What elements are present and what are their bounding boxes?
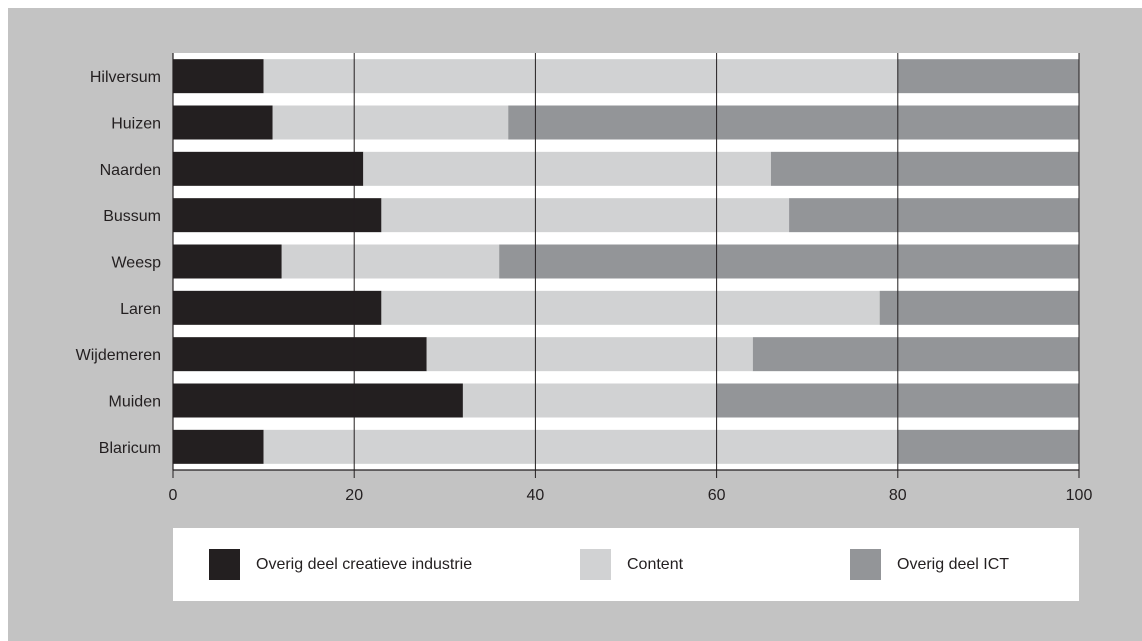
bar-weesp-series-0 <box>173 244 282 279</box>
x-tick-label: 0 <box>169 487 178 504</box>
bar-muiden-series-1 <box>462 383 717 418</box>
legend-item-content: Content <box>580 528 683 601</box>
bar-wijdemeren-series-0 <box>173 337 427 372</box>
y-tick-label: Weesp <box>111 255 161 272</box>
legend-item-overig-creatieve-industrie: Overig deel creatieve industrie <box>209 528 472 601</box>
y-tick-label: Hilversum <box>90 69 161 86</box>
legend-item-overig-ict: Overig deel ICT <box>850 528 1009 601</box>
y-tick-label: Bussum <box>103 208 161 225</box>
legend-label: Content <box>627 555 684 573</box>
y-tick-label: Huizen <box>111 116 161 133</box>
bar-bussum-series-2 <box>789 198 1079 233</box>
bar-hilversum-series-0 <box>173 59 264 94</box>
chart-legend: Overig deel creatieve industrie Content … <box>173 528 1079 601</box>
legend-label: Overig deel ICT <box>897 555 1010 573</box>
x-tick-label: 40 <box>527 487 545 504</box>
bar-blaricum-series-0 <box>173 429 264 464</box>
x-tick-label: 20 <box>345 487 363 504</box>
bar-bussum-series-0 <box>173 198 382 233</box>
bar-huizen-series-2 <box>508 105 1080 140</box>
bar-huizen-series-1 <box>272 105 509 140</box>
y-tick-label: Muiden <box>109 394 161 411</box>
bar-wijdemeren-series-2 <box>752 337 1079 372</box>
bar-huizen-series-0 <box>173 105 273 140</box>
x-tick-label: 60 <box>708 487 726 504</box>
legend-swatch <box>580 549 611 580</box>
y-tick-label: Wijdemeren <box>76 347 161 364</box>
bar-blaricum-series-1 <box>263 429 898 464</box>
y-tick-label: Laren <box>120 301 161 318</box>
bar-blaricum-series-2 <box>897 429 1079 464</box>
y-tick-label: Naarden <box>100 162 161 179</box>
x-tick-label: 100 <box>1066 487 1093 504</box>
bar-wijdemeren-series-1 <box>426 337 753 372</box>
y-tick-label: Blaricum <box>99 440 161 457</box>
bar-laren-series-1 <box>381 290 880 325</box>
bar-weesp-series-1 <box>281 244 500 279</box>
bar-naarden-series-1 <box>363 151 771 186</box>
x-tick-label: 80 <box>889 487 907 504</box>
bar-naarden-series-2 <box>770 151 1079 186</box>
bar-bussum-series-1 <box>381 198 790 233</box>
legend-swatch <box>850 549 881 580</box>
bar-laren-series-0 <box>173 290 382 325</box>
legend-label: Overig deel creatieve industrie <box>256 555 473 573</box>
bar-weesp-series-2 <box>499 244 1079 279</box>
bar-hilversum-series-1 <box>263 59 898 94</box>
bar-hilversum-series-2 <box>897 59 1079 94</box>
bar-muiden-series-0 <box>173 383 463 418</box>
bar-naarden-series-0 <box>173 151 364 186</box>
bar-laren-series-2 <box>879 290 1079 325</box>
legend-swatch <box>209 549 240 580</box>
